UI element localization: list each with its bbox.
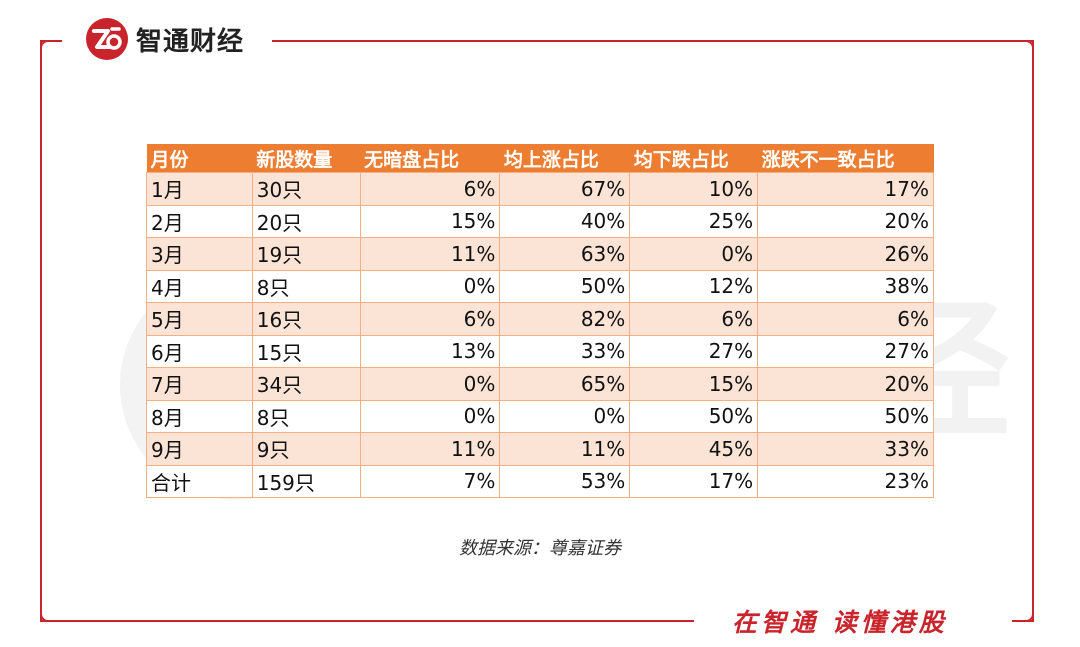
column-header: 无暗盘占比 (360, 144, 500, 173)
rise-cell: 65% (499, 367, 631, 401)
month-cell: 9月 (146, 432, 253, 466)
count-cell: 16只 (251, 302, 361, 336)
count-cell: 30只 (251, 172, 361, 206)
month-cell: 8月 (146, 399, 253, 433)
no-grey-market-cell: 11% (359, 432, 501, 466)
table-row: 4月 8只 0% 50% 12% 38% (146, 269, 934, 303)
table-row: 7月 34只 0% 65% 15% 20% (146, 367, 934, 401)
rise-cell: 82% (499, 302, 631, 336)
rise-cell: 53% (499, 464, 631, 498)
fall-cell: 17% (629, 464, 759, 498)
table-row: 8月 8只 0% 0% 50% 50% (146, 399, 934, 433)
count-cell: 15只 (251, 334, 361, 368)
no-grey-market-cell: 6% (359, 172, 501, 206)
mixed-cell: 23% (757, 464, 934, 498)
table-row: 5月 16只 6% 82% 6% 6% (146, 302, 934, 336)
fall-cell: 12% (629, 269, 759, 303)
no-grey-market-cell: 0% (359, 367, 501, 401)
fall-cell: 50% (629, 399, 759, 433)
mixed-cell: 20% (757, 204, 934, 238)
brand-logo: 智通财经 (86, 18, 244, 60)
count-cell: 8只 (251, 399, 361, 433)
fall-cell: 15% (629, 367, 759, 401)
table-row: 3月 19只 11% 63% 0% 26% (146, 237, 934, 271)
month-cell: 3月 (146, 237, 253, 271)
count-cell: 34只 (251, 367, 361, 401)
count-cell: 20只 (251, 204, 361, 238)
frame-line (272, 40, 1034, 42)
rise-cell: 40% (499, 204, 631, 238)
column-header: 均下跌占比 (629, 144, 758, 173)
table-row: 6月 15只 13% 33% 27% 27% (146, 334, 934, 368)
fall-cell: 27% (629, 334, 759, 368)
count-cell: 8只 (251, 269, 361, 303)
fall-cell: 25% (629, 204, 759, 238)
no-grey-market-cell: 0% (359, 269, 501, 303)
frame-line (1032, 40, 1034, 622)
fall-cell: 10% (629, 172, 759, 206)
rise-cell: 33% (499, 334, 631, 368)
no-grey-market-cell: 0% (359, 399, 501, 433)
no-grey-market-cell: 13% (359, 334, 501, 368)
month-cell: 合计 (146, 464, 253, 498)
no-grey-market-cell: 11% (359, 237, 501, 271)
month-cell: 1月 (146, 172, 253, 206)
frame-line (1012, 620, 1034, 622)
brand-logo-icon (86, 18, 128, 60)
rise-cell: 67% (499, 172, 631, 206)
fall-cell: 45% (629, 432, 759, 466)
month-cell: 5月 (146, 302, 253, 336)
table-header-row: 月份 新股数量 无暗盘占比 均上涨占比 均下跌占比 涨跌不一致占比 (146, 144, 934, 173)
no-grey-market-cell: 6% (359, 302, 501, 336)
frame-line (40, 620, 694, 622)
column-header: 涨跌不一致占比 (757, 144, 934, 173)
column-header: 均上涨占比 (499, 144, 630, 173)
frame-line (40, 40, 62, 42)
frame-corner (40, 40, 56, 56)
table-row: 2月 20只 15% 40% 25% 20% (146, 204, 934, 238)
mixed-cell: 6% (757, 302, 934, 336)
rise-cell: 50% (499, 269, 631, 303)
fall-cell: 0% (629, 237, 759, 271)
no-grey-market-cell: 15% (359, 204, 501, 238)
column-header: 新股数量 (252, 144, 361, 173)
month-cell: 2月 (146, 204, 253, 238)
month-cell: 4月 (146, 269, 253, 303)
mixed-cell: 50% (757, 399, 934, 433)
month-cell: 7月 (146, 367, 253, 401)
data-source-caption: 数据来源：尊嘉证券 (459, 538, 621, 559)
mixed-cell: 27% (757, 334, 934, 368)
mixed-cell: 20% (757, 367, 934, 401)
mixed-cell: 38% (757, 269, 934, 303)
month-cell: 6月 (146, 334, 253, 368)
mixed-cell: 26% (757, 237, 934, 271)
table-row: 1月 30只 6% 67% 10% 17% (146, 172, 934, 206)
rise-cell: 11% (499, 432, 631, 466)
count-cell: 159只 (251, 464, 361, 498)
mixed-cell: 17% (757, 172, 934, 206)
table-row-total: 合计 159只 7% 53% 17% 23% (146, 464, 934, 498)
rise-cell: 0% (499, 399, 631, 433)
fall-cell: 6% (629, 302, 759, 336)
no-grey-market-cell: 7% (359, 464, 501, 498)
mixed-cell: 33% (757, 432, 934, 466)
ipo-stats-table: 月份 新股数量 无暗盘占比 均上涨占比 均下跌占比 涨跌不一致占比 1月 30只… (146, 144, 934, 498)
table-row: 9月 9只 11% 11% 45% 33% (146, 432, 934, 466)
column-header: 月份 (146, 144, 253, 173)
count-cell: 19只 (251, 237, 361, 271)
brand-slogan: 在智通 读懂港股 (732, 608, 948, 637)
frame-line (40, 40, 42, 622)
count-cell: 9只 (251, 432, 361, 466)
brand-name: 智通财经 (136, 26, 245, 57)
rise-cell: 63% (499, 237, 631, 271)
zt-logo-icon (92, 27, 122, 50)
